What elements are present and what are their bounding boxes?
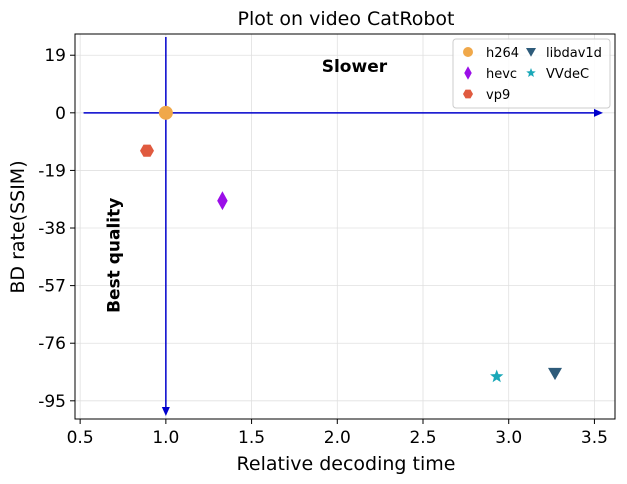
horizontal-arrowhead	[594, 108, 603, 117]
x-tick-label: 1.5	[238, 428, 265, 448]
x-tick-label: 0.5	[67, 428, 94, 448]
y-tick-label: -76	[38, 334, 66, 354]
y-axis-ticks: 19 0 -19 -38 -57 -76 -95	[38, 46, 75, 412]
legend-marker-vvdec	[526, 68, 536, 78]
y-tick-label: -19	[38, 161, 66, 181]
legend-marker-hevc	[464, 66, 472, 80]
y-tick-label: -38	[38, 219, 66, 239]
y-tick-label: 19	[44, 46, 66, 66]
point-h264	[158, 105, 173, 120]
y-tick-label: -57	[38, 277, 66, 297]
annotation-best-quality: Best quality	[105, 198, 125, 313]
legend-label-hevc: hevc	[486, 67, 517, 82]
legend-label-vvdec: VVdeC	[546, 67, 589, 82]
x-tick-label: 3.0	[495, 428, 522, 448]
annotations: Slower Best quality	[105, 57, 388, 313]
x-axis-ticks: 0.5 1.0 1.5 2.0 2.5 3.0 3.5	[67, 419, 608, 448]
vertical-arrowhead	[161, 406, 170, 416]
x-tick-label: 1.0	[152, 428, 179, 448]
point-hevc	[217, 191, 228, 211]
x-tick-label: 3.5	[581, 428, 608, 448]
legend-label-libdav1d: libdav1d	[546, 46, 602, 61]
x-axis-label: Relative decoding time	[237, 453, 456, 475]
legend-marker-libdav1d	[526, 48, 536, 57]
legend-label-h264: h264	[486, 46, 519, 61]
chart-title: Plot on video CatRobot	[238, 8, 455, 30]
y-axis-label: BD rate(SSIM)	[7, 160, 29, 293]
plot-frame	[74, 33, 616, 420]
point-vp9	[140, 144, 154, 157]
point-libdav1d	[548, 367, 562, 381]
x-tick-label: 2.0	[324, 428, 351, 448]
point-vvdec	[490, 369, 504, 383]
y-tick-label: -95	[38, 392, 66, 412]
y-tick-label: 0	[55, 104, 66, 124]
annotation-slower: Slower	[322, 57, 388, 77]
legend-marker-h264	[463, 47, 473, 57]
legend-marker-vp9	[463, 89, 473, 99]
data-points	[140, 105, 562, 383]
legend: h264 hevc vp9 libdav1d VVdeC	[452, 38, 611, 109]
legend-label-vp9: vp9	[486, 88, 510, 103]
x-tick-label: 2.5	[409, 428, 436, 448]
